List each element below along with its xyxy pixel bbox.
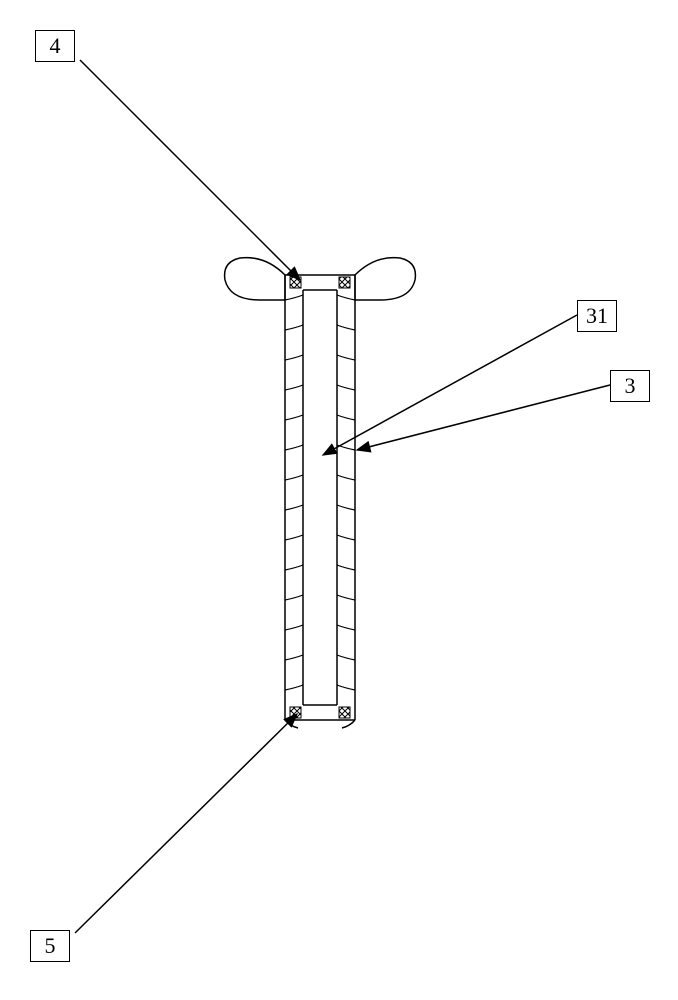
leader-lines [75, 60, 610, 933]
callout-label-31: 31 [577, 300, 617, 332]
callout-label-3: 3 [610, 370, 650, 402]
threads-right [337, 295, 355, 690]
threads-left [285, 295, 303, 690]
hatch-elements [290, 277, 350, 718]
callout-label-4: 4 [35, 30, 75, 62]
screw-body [285, 275, 355, 728]
inner-cavity [303, 290, 337, 705]
callout-label-5: 5 [30, 930, 70, 962]
wing-head [225, 258, 416, 300]
technical-drawing-svg [0, 0, 678, 1000]
